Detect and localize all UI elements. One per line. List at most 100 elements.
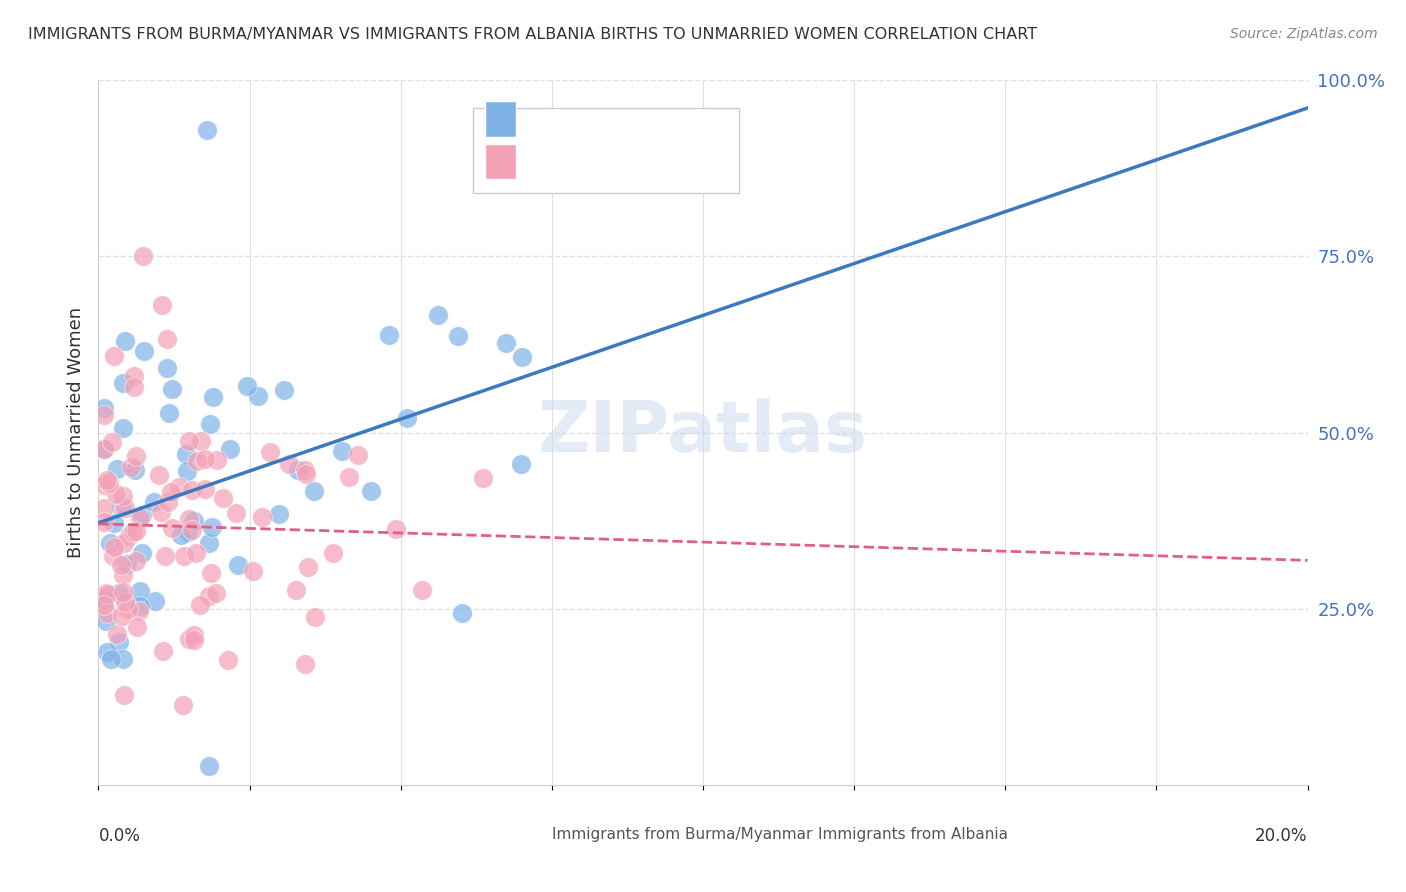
Point — [94, 615, 117, 629]
Point — [447, 329, 470, 343]
Point — [93, 478, 115, 492]
Point — [347, 448, 370, 462]
Point — [242, 564, 264, 578]
Point — [294, 463, 316, 477]
Point — [201, 390, 224, 404]
Point — [197, 759, 219, 773]
Point — [183, 628, 205, 642]
Point — [159, 484, 181, 499]
Point — [186, 454, 208, 468]
Point — [93, 592, 115, 607]
Point — [259, 444, 281, 458]
Point — [129, 584, 152, 599]
Point — [250, 509, 273, 524]
Point — [114, 595, 136, 609]
Point — [93, 500, 115, 515]
Point — [122, 524, 145, 539]
Point — [173, 549, 195, 564]
Point — [97, 587, 120, 601]
Point — [236, 379, 259, 393]
Point — [217, 652, 239, 666]
Point — [194, 452, 217, 467]
Point — [117, 602, 139, 616]
Point — [510, 350, 533, 364]
FancyBboxPatch shape — [485, 102, 516, 136]
Point — [156, 332, 179, 346]
Point — [103, 516, 125, 530]
Point — [120, 459, 142, 474]
Point — [186, 546, 208, 560]
Point — [153, 549, 176, 563]
Point — [200, 566, 222, 580]
Point — [160, 520, 183, 534]
Point — [149, 505, 172, 519]
Point — [110, 499, 132, 513]
Point — [304, 610, 326, 624]
Point — [105, 462, 128, 476]
Point — [131, 546, 153, 560]
Point — [108, 586, 131, 600]
Point — [125, 449, 148, 463]
Point — [129, 599, 152, 614]
Point — [190, 434, 212, 449]
Point — [100, 652, 122, 666]
Point — [112, 421, 135, 435]
Point — [122, 369, 145, 384]
FancyBboxPatch shape — [474, 109, 740, 193]
Point — [218, 442, 240, 457]
Point — [198, 535, 221, 549]
Point — [183, 632, 205, 647]
Point — [124, 463, 146, 477]
Point — [114, 334, 136, 348]
Point — [152, 644, 174, 658]
Point — [179, 632, 201, 646]
Point — [198, 417, 221, 431]
Point — [426, 308, 449, 322]
Point — [111, 376, 134, 390]
Point — [287, 463, 309, 477]
Point — [110, 558, 132, 573]
Point — [132, 250, 155, 264]
Point — [304, 483, 326, 498]
Point — [170, 528, 193, 542]
Point — [179, 434, 201, 449]
Point — [177, 525, 200, 540]
Text: Source: ZipAtlas.com: Source: ZipAtlas.com — [1230, 27, 1378, 41]
Point — [143, 594, 166, 608]
Point — [93, 598, 115, 612]
Point — [160, 382, 183, 396]
FancyBboxPatch shape — [522, 821, 546, 848]
Point — [142, 495, 165, 509]
Point — [98, 536, 121, 550]
Point — [125, 524, 148, 538]
Point — [132, 343, 155, 358]
Point — [93, 401, 115, 415]
Point — [112, 688, 135, 702]
Point — [111, 651, 134, 665]
Point — [112, 489, 135, 503]
Point — [246, 389, 269, 403]
Point — [111, 609, 134, 624]
Point — [277, 457, 299, 471]
Point — [96, 473, 118, 487]
Point — [169, 480, 191, 494]
Point — [111, 585, 134, 599]
Point — [112, 536, 135, 550]
Point — [188, 598, 211, 612]
Text: Immigrants from Burma/Myanmar: Immigrants from Burma/Myanmar — [551, 827, 813, 842]
Y-axis label: Births to Unmarried Women: Births to Unmarried Women — [66, 307, 84, 558]
Point — [395, 411, 418, 425]
Text: ZIPatlas: ZIPatlas — [538, 398, 868, 467]
Point — [181, 483, 204, 497]
Point — [93, 408, 115, 422]
FancyBboxPatch shape — [787, 821, 811, 848]
Point — [295, 467, 318, 481]
Point — [122, 380, 145, 394]
Point — [337, 470, 360, 484]
Point — [150, 298, 173, 312]
Point — [285, 582, 308, 597]
Point — [183, 514, 205, 528]
Point — [108, 635, 131, 649]
Point — [172, 698, 194, 712]
Point — [104, 487, 127, 501]
